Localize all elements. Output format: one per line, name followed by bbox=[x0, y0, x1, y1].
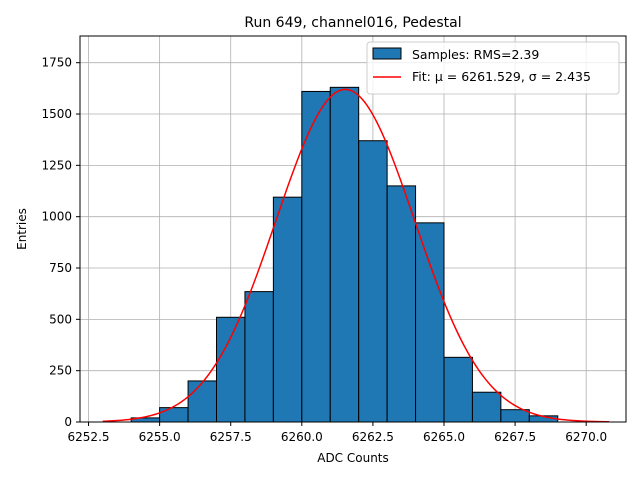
x-tick-label: 6270.0 bbox=[565, 430, 607, 444]
y-axis-label: Entries bbox=[15, 208, 29, 250]
x-tick-label: 6255.0 bbox=[139, 430, 181, 444]
histogram-bar bbox=[301, 90, 331, 423]
chart-title: Run 649, channel016, Pedestal bbox=[244, 15, 461, 31]
x-tick-label: 6252.5 bbox=[68, 430, 110, 444]
x-tick-label: 6265.0 bbox=[423, 430, 465, 444]
legend-label-samples: Samples: RMS=2.39 bbox=[412, 47, 539, 62]
x-axis-ticks: 6252.5 6255.0 6257.5 6260.0 6262.5 6265.0 6267… bbox=[68, 422, 607, 444]
histogram-bar bbox=[471, 391, 502, 423]
y-tick-label: 750 bbox=[49, 261, 72, 275]
histogram-bar bbox=[216, 316, 246, 423]
legend-box bbox=[366, 41, 620, 95]
y-axis-ticks: 0 250 500 750 1000 1250 1500 1750 bbox=[41, 56, 80, 429]
y-tick-label: 500 bbox=[49, 312, 72, 326]
histogram-bar bbox=[159, 407, 189, 423]
y-tick-label: 1500 bbox=[41, 107, 72, 121]
histogram-bar bbox=[329, 86, 360, 423]
y-tick-label: 1000 bbox=[41, 210, 72, 224]
x-tick-label: 6260.0 bbox=[281, 430, 323, 444]
y-tick-label: 1250 bbox=[41, 158, 72, 172]
x-tick-label: 6257.5 bbox=[210, 430, 252, 444]
histogram-bar bbox=[272, 196, 303, 423]
plot-frame bbox=[79, 35, 627, 423]
x-tick-label: 6262.5 bbox=[352, 430, 394, 444]
histogram-bar bbox=[187, 380, 217, 423]
histogram-bar bbox=[500, 409, 530, 423]
legend-label-fit: Fit: μ = 6261.529, σ = 2.435 bbox=[412, 69, 591, 84]
histogram-bars bbox=[130, 86, 559, 423]
y-tick-label: 250 bbox=[49, 364, 72, 378]
x-tick-label: 6267.5 bbox=[494, 430, 536, 444]
legend: Samples: RMS=2.39 Fit: μ = 6261.529, σ =… bbox=[366, 41, 620, 95]
histogram-bar bbox=[358, 140, 388, 423]
y-tick-label: 0 bbox=[64, 415, 72, 429]
y-tick-label: 1750 bbox=[41, 56, 72, 70]
fit-curve bbox=[102, 88, 609, 423]
x-axis-label: ADC Counts bbox=[317, 451, 389, 465]
legend-swatch-samples bbox=[372, 47, 402, 60]
histogram-bar bbox=[386, 185, 417, 423]
histogram-bar bbox=[244, 291, 274, 423]
histogram-bar bbox=[415, 222, 445, 423]
histogram-bar bbox=[443, 356, 473, 423]
